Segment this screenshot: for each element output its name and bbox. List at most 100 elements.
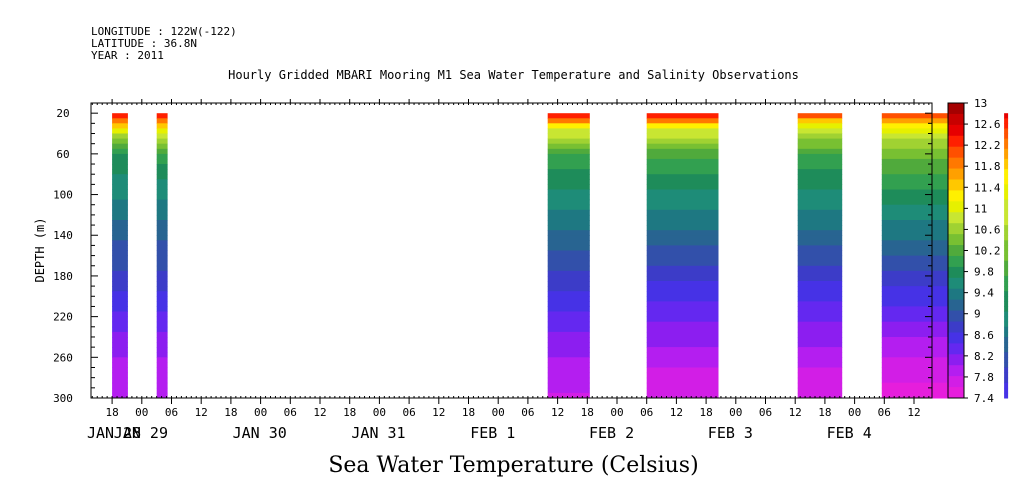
data-cell xyxy=(797,265,843,272)
x-tick-label: 12 xyxy=(551,406,564,419)
data-cell xyxy=(646,270,719,277)
data-cell xyxy=(1004,148,1009,155)
data-cell xyxy=(1004,240,1009,246)
data-cell xyxy=(881,306,964,312)
data-cell xyxy=(1004,113,1009,119)
data-cell xyxy=(1004,270,1009,277)
data-cell xyxy=(547,128,590,134)
data-cell xyxy=(881,275,964,282)
data-cell xyxy=(1004,357,1009,363)
data-cell xyxy=(112,133,128,140)
colorbar-swatch xyxy=(948,245,964,257)
data-cell xyxy=(881,153,964,160)
data-cell xyxy=(797,260,843,267)
x-tick-label: 12 xyxy=(789,406,802,419)
data-cell xyxy=(156,362,168,368)
data-cell xyxy=(881,194,964,201)
data-cell xyxy=(547,189,590,196)
data-cell xyxy=(156,128,168,134)
data-cell xyxy=(547,372,590,379)
data-cell xyxy=(797,194,843,201)
data-block-1 xyxy=(112,113,128,399)
data-cell xyxy=(547,194,590,201)
data-cell xyxy=(547,260,590,267)
data-cell xyxy=(881,352,964,358)
data-cell xyxy=(1004,387,1009,394)
x-tick-label: 12 xyxy=(313,406,326,419)
data-cell xyxy=(156,286,168,292)
x-tick-label: 18 xyxy=(699,406,712,419)
data-cell xyxy=(1004,164,1009,170)
data-block-3 xyxy=(547,113,590,399)
y-tick-label: 140 xyxy=(53,229,73,242)
data-cell xyxy=(547,306,590,312)
data-cell xyxy=(547,337,590,343)
data-cell xyxy=(646,392,719,399)
data-cell xyxy=(797,169,843,175)
data-cell xyxy=(646,352,719,358)
data-cell xyxy=(797,326,843,333)
data-cell xyxy=(547,286,590,292)
data-cell xyxy=(112,230,128,236)
data-cell xyxy=(646,291,719,297)
data-cell xyxy=(547,113,590,119)
data-cell xyxy=(112,296,128,302)
data-cell xyxy=(156,230,168,236)
data-cell xyxy=(1004,281,1009,287)
data-cell xyxy=(646,342,719,348)
data-cell xyxy=(881,265,964,272)
y-tick-label: 300 xyxy=(53,392,73,405)
data-cell xyxy=(112,352,128,358)
data-cell xyxy=(646,260,719,267)
data-cell xyxy=(156,123,168,129)
data-cell xyxy=(547,281,590,287)
data-block-5 xyxy=(797,113,843,399)
colorbar-swatch xyxy=(948,255,964,268)
data-cell xyxy=(881,291,964,297)
data-cell xyxy=(547,326,590,333)
data-cell xyxy=(881,382,964,389)
data-cell xyxy=(112,275,128,282)
data-cell xyxy=(646,387,719,394)
data-cell xyxy=(881,220,964,226)
data-cell xyxy=(1004,331,1009,338)
data-cell xyxy=(881,214,964,221)
data-cell xyxy=(547,275,590,282)
data-cell xyxy=(112,204,128,211)
data-cell xyxy=(156,326,168,333)
data-cell xyxy=(112,260,128,267)
data-cell xyxy=(156,179,168,185)
data-cell xyxy=(646,204,719,211)
data-cell xyxy=(112,143,128,150)
data-cell xyxy=(112,158,128,165)
data-cell xyxy=(1004,260,1009,267)
data-cell xyxy=(646,377,719,384)
data-cell xyxy=(547,158,590,165)
data-cell xyxy=(112,255,128,262)
data-cell xyxy=(797,235,843,241)
data-cell xyxy=(1004,265,1009,272)
x-tick-label: 00 xyxy=(373,406,386,419)
data-cell xyxy=(646,281,719,287)
data-cell xyxy=(547,382,590,389)
colorbar-swatch xyxy=(948,190,964,202)
data-cell xyxy=(547,352,590,358)
data-cell xyxy=(797,225,843,231)
data-cell xyxy=(797,209,843,216)
data-cell xyxy=(881,387,964,394)
data-cell xyxy=(156,367,168,374)
data-cell xyxy=(881,158,964,165)
data-cell xyxy=(112,387,128,394)
data-cell xyxy=(646,113,719,119)
x-day-label: JAN 30 xyxy=(233,424,287,442)
data-cell xyxy=(1004,209,1009,216)
data-cell xyxy=(156,255,168,262)
colorbar-swatch xyxy=(948,299,964,311)
data-cell xyxy=(646,347,719,353)
data-cell xyxy=(156,311,168,318)
data-cell xyxy=(1004,311,1009,318)
data-cell xyxy=(156,331,168,338)
data-cell xyxy=(1004,245,1009,251)
colorbar-label: 7.8 xyxy=(974,371,994,384)
data-cell xyxy=(156,133,168,140)
